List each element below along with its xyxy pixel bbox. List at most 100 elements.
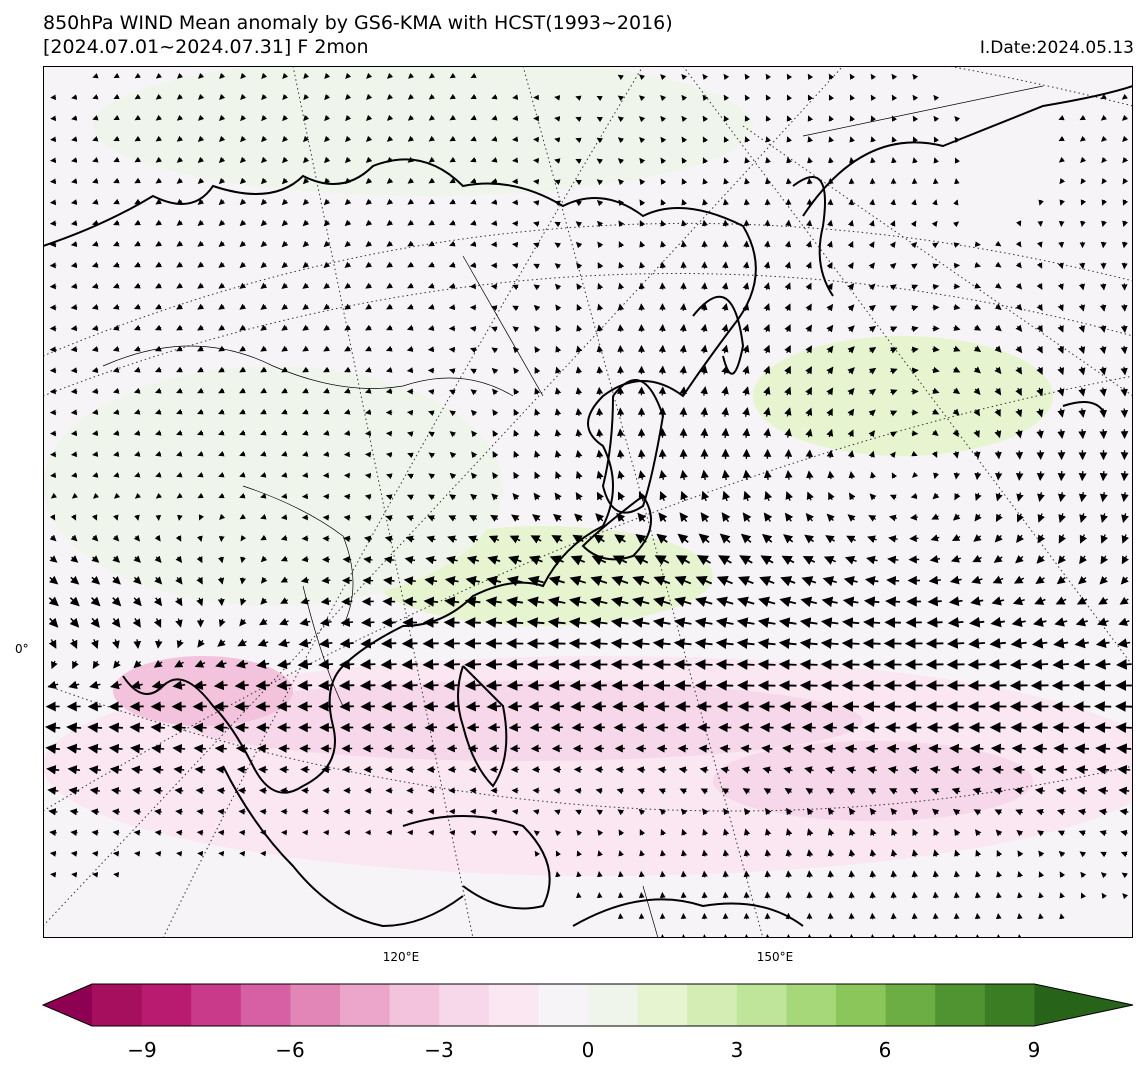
wind-arrow [807, 136, 813, 143]
wind-arrow [217, 808, 225, 815]
colorbar-cell [637, 984, 688, 1026]
wind-arrow [276, 680, 292, 691]
wind-arrow [575, 345, 583, 353]
wind-arrow [45, 722, 61, 733]
wind-arrow [303, 72, 310, 80]
graticule [43, 66, 1133, 938]
wind-arrow [261, 135, 268, 143]
wind-arrow [324, 114, 331, 122]
wind-arrow [700, 323, 708, 333]
wind-arrow [1122, 156, 1129, 164]
wind-arrow [218, 219, 226, 227]
wind-arrow [1032, 743, 1047, 754]
wind-arrow [70, 199, 78, 205]
wind-arrow [155, 240, 162, 247]
wind-arrow [932, 263, 939, 270]
wind-arrow [112, 367, 120, 373]
colorbar-cell [191, 984, 242, 1026]
wind-arrow [849, 136, 855, 143]
wind-arrow [464, 617, 481, 628]
wind-arrow [195, 787, 205, 795]
wind-arrow [215, 765, 226, 774]
wind-arrow [1058, 241, 1065, 249]
wind-arrow [597, 241, 604, 249]
wind-arrow [785, 870, 792, 878]
wind-arrow [679, 407, 688, 417]
wind-arrow [302, 261, 310, 269]
wind-arrow [134, 261, 141, 268]
wind-arrow [954, 178, 960, 185]
wind-arrow [533, 242, 540, 249]
wind-arrow [912, 73, 919, 80]
wind-arrow [485, 617, 503, 628]
wind-arrow [260, 240, 268, 248]
wind-arrow [1078, 429, 1087, 440]
wind-arrow [994, 261, 1002, 268]
wind-arrow [281, 219, 289, 227]
wind-arrow [597, 282, 604, 290]
wind-arrow [1116, 743, 1132, 755]
lat-label-equator: 0° [15, 642, 29, 656]
wind-arrow [575, 221, 583, 228]
colorbar-tick: 9 [1027, 1038, 1041, 1062]
wind-arrow [721, 365, 729, 375]
wind-arrow [365, 324, 372, 331]
wind-arrow [175, 829, 183, 836]
init-date: I.Date:2024.05.13 [979, 38, 1134, 58]
colorbar-cell [786, 984, 837, 1026]
wind-arrow [113, 114, 120, 121]
wind-arrow [636, 766, 646, 774]
wind-arrow [847, 346, 855, 354]
wind-arrow [339, 638, 354, 649]
wind-arrow [1058, 115, 1065, 121]
wind-arrow [618, 178, 625, 186]
wind-arrow [805, 240, 812, 248]
wind-arrow [870, 73, 877, 80]
wind-arrow [428, 240, 435, 247]
wind-arrow [702, 94, 709, 101]
wind-arrow [386, 135, 394, 142]
wind-arrow [571, 722, 584, 732]
wind-arrow [113, 135, 120, 142]
wind-arrow [470, 177, 477, 184]
wind-arrow [92, 115, 99, 121]
wind-arrow [365, 198, 373, 205]
wind-arrow [218, 366, 225, 373]
wind-arrow [826, 345, 834, 354]
wind-arrow [575, 158, 582, 165]
wind-arrow [1079, 114, 1086, 121]
wind-arrow [844, 744, 857, 754]
wind-arrow [302, 366, 309, 373]
wind-arrow [1036, 282, 1043, 290]
wind-arrow [533, 263, 540, 270]
wind-arrow [994, 345, 1002, 353]
wind-arrow [1057, 325, 1064, 333]
wind-arrow [596, 386, 604, 396]
wind-arrow [344, 324, 352, 331]
wind-arrow [427, 325, 435, 331]
wind-arrow [198, 72, 205, 79]
wind-arrow [618, 282, 625, 290]
wind-arrow [443, 680, 460, 691]
wind-arrow [968, 637, 986, 649]
wind-arrow [155, 850, 162, 857]
wind-arrow [891, 157, 897, 164]
wind-arrow [827, 219, 834, 227]
wind-arrow [617, 871, 624, 878]
wind-arrow [380, 638, 397, 649]
colorbar-cell [588, 984, 639, 1026]
wind-arrow [152, 765, 164, 774]
wind-arrow [407, 240, 414, 247]
anomaly-patch [713, 741, 1033, 821]
wind-arrow [197, 366, 204, 373]
wind-arrow [217, 597, 225, 607]
wind-arrow [805, 366, 813, 375]
wind-arrow [154, 829, 162, 836]
wind-arrow [637, 449, 646, 459]
wind-arrow [112, 850, 120, 857]
wind-arrow [469, 262, 477, 269]
wind-arrow [470, 135, 477, 142]
wind-arrow [218, 177, 226, 185]
wind-arrow [260, 177, 268, 185]
wind-arrow [596, 345, 604, 353]
